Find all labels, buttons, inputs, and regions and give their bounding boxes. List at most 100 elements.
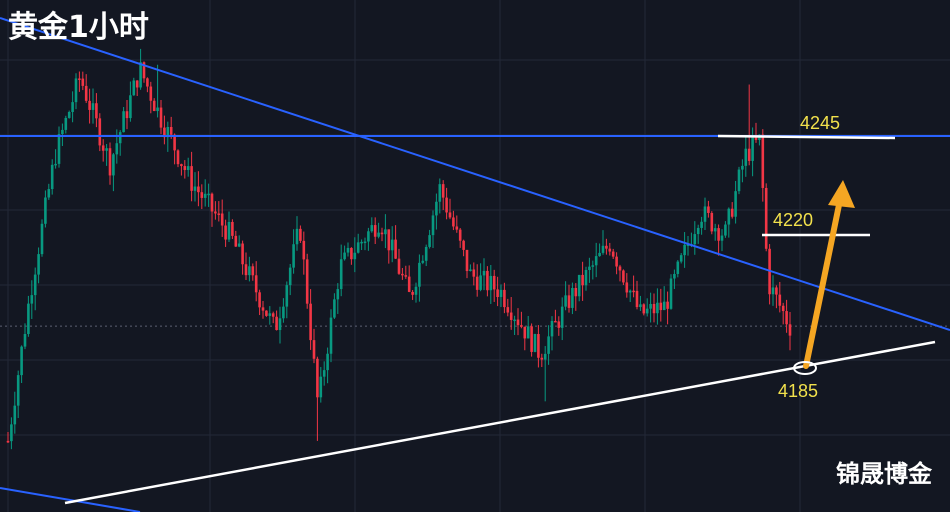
- candle-body-174: [598, 252, 601, 257]
- candle-body-212: [727, 208, 731, 225]
- candle-body-13: [50, 164, 54, 190]
- candle-body-118: [407, 276, 411, 292]
- candle-body-0: [6, 440, 10, 443]
- candle-body-128: [441, 184, 445, 198]
- candle-body-175: [601, 245, 605, 253]
- candle-body-180: [618, 266, 622, 271]
- candle-body-94: [326, 353, 329, 371]
- candle-body-223: [764, 187, 768, 249]
- candle-body-211: [724, 224, 727, 236]
- candle-body-115: [397, 258, 401, 274]
- candle-body-147: [506, 307, 510, 313]
- candle-body-187: [642, 304, 646, 314]
- candle-body-209: [717, 228, 720, 241]
- candle-body-193: [662, 301, 666, 311]
- candle-body-166: [571, 287, 574, 308]
- candle-body-120: [414, 286, 418, 295]
- candle-body-131: [452, 217, 455, 227]
- candle-body-153: [526, 326, 530, 339]
- candle-body-74: [258, 292, 261, 308]
- candle-body-91: [316, 358, 319, 398]
- candle-body-184: [632, 290, 635, 293]
- candle-body-41: [146, 78, 149, 87]
- candle-body-207: [710, 212, 714, 232]
- candle-body-195: [669, 278, 673, 309]
- candle-body-89: [309, 303, 312, 341]
- candle-body-57: [200, 192, 204, 198]
- candle-body-23: [84, 85, 88, 101]
- candle-body-60: [210, 193, 214, 212]
- projection-arrow-head: [828, 180, 855, 208]
- candle-body-190: [652, 303, 656, 314]
- candle-body-101: [350, 247, 353, 260]
- candle-body-84: [292, 244, 295, 268]
- candle-body-192: [659, 302, 663, 311]
- candle-body-46: [163, 127, 166, 138]
- candle-body-28: [101, 145, 105, 151]
- candle-body-93: [322, 370, 326, 377]
- candle-body-168: [577, 274, 581, 297]
- candle-body-65: [227, 221, 231, 240]
- candle-body-56: [197, 186, 200, 193]
- candle-body-86: [299, 228, 302, 241]
- candle-body-162: [557, 321, 561, 328]
- candle-body-182: [625, 282, 629, 293]
- candle-body-51: [180, 164, 183, 167]
- candle-body-66: [231, 221, 234, 236]
- candle-body-73: [254, 275, 258, 293]
- candle-body-80: [278, 318, 282, 331]
- candle-body-54: [190, 166, 193, 191]
- candle-body-141: [486, 270, 489, 291]
- candle-body-144: [496, 289, 499, 298]
- candle-body-216: [741, 165, 744, 170]
- candle-body-188: [645, 308, 649, 314]
- candle-body-79: [275, 316, 278, 331]
- candle-body-67: [234, 235, 238, 247]
- candle-body-100: [346, 247, 350, 253]
- candle-body-64: [224, 225, 227, 240]
- candle-body-167: [574, 287, 578, 297]
- candle-body-34: [122, 111, 125, 133]
- candle-body-68: [237, 243, 241, 247]
- trendline-lower-blue: [0, 487, 141, 512]
- candle-body-129: [445, 197, 448, 213]
- candle-body-213: [730, 208, 734, 217]
- candle-body-181: [622, 270, 625, 283]
- candle-body-165: [567, 295, 571, 308]
- candle-body-71: [248, 266, 251, 276]
- candle-body-47: [166, 126, 170, 138]
- candle-body-183: [628, 290, 632, 293]
- candle-body-159: [547, 336, 550, 354]
- candle-body-72: [251, 266, 255, 276]
- candle-body-75: [261, 307, 265, 311]
- candle-body-85: [295, 228, 299, 245]
- candle-body-127: [438, 184, 442, 202]
- candle-body-197: [676, 261, 680, 274]
- candle-body-114: [394, 239, 397, 259]
- candle-body-49: [173, 134, 176, 151]
- candle-body-138: [475, 276, 479, 290]
- candle-body-2: [13, 405, 17, 425]
- candle-body-116: [401, 273, 404, 276]
- candle-body-37: [132, 80, 136, 96]
- candle-body-53: [186, 166, 190, 171]
- candle-body-16: [61, 129, 64, 135]
- candle-body-217: [744, 148, 748, 166]
- level-label-4245: 4245: [800, 113, 841, 133]
- candle-body-25: [91, 103, 95, 110]
- projection-arrow-shaft: [803, 197, 843, 369]
- candle-body-104: [360, 241, 363, 244]
- candle-body-31: [112, 154, 115, 176]
- candle-body-88: [305, 259, 309, 304]
- candle-body-110: [380, 232, 384, 235]
- candle-body-21: [78, 78, 81, 80]
- candle-body-148: [509, 312, 513, 320]
- candle-body-105: [363, 241, 367, 244]
- candle-body-95: [329, 317, 333, 354]
- candle-body-169: [581, 274, 584, 286]
- candle-body-22: [81, 78, 85, 86]
- candle-body-97: [336, 289, 340, 300]
- candle-body-203: [696, 227, 700, 235]
- candle-body-76: [265, 310, 268, 316]
- candle-body-154: [530, 326, 533, 352]
